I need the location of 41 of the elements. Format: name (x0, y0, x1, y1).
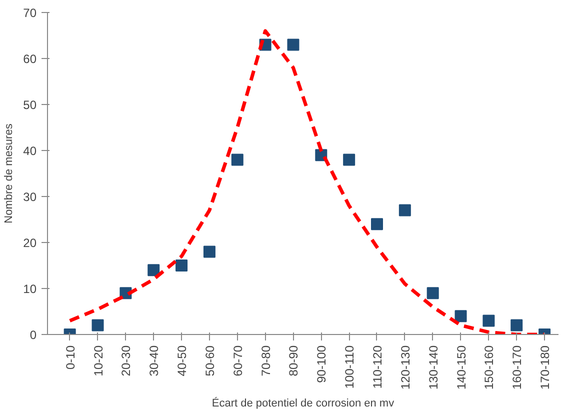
point (148, 264, 160, 276)
x-tick-label: 30-40 (147, 345, 162, 376)
x-tick-label: 130-140 (426, 345, 440, 390)
x-tick-label: 70-80 (258, 345, 273, 376)
y-tick-label: 0 (30, 328, 37, 342)
x-tick-label: 0-10 (63, 345, 78, 370)
x-tick-label: 90-100 (314, 345, 329, 383)
y-tick-label: 40 (23, 144, 37, 158)
point (176, 260, 188, 272)
y-tick-label: 60 (23, 52, 37, 66)
point (482, 314, 495, 327)
x-tick-label: 80-90 (286, 345, 301, 376)
x-tick-label: 110-120 (370, 345, 384, 389)
point (510, 319, 523, 332)
x-tick-label: 10-20 (91, 345, 106, 376)
point (231, 154, 244, 166)
y-tick-label: 20 (23, 236, 37, 250)
x-tick-label: 170-180 (538, 345, 552, 390)
x-axis-title: Écart de potentiel de corrosion en mv (212, 396, 395, 410)
point (92, 319, 104, 332)
x-tick-label: 150-160 (482, 345, 496, 390)
x-tick-label: 20-30 (119, 345, 134, 376)
y-tick-label: 30 (23, 190, 37, 204)
x-tick-label: 50-60 (202, 345, 217, 376)
x-tick-label: 160-170 (510, 345, 524, 390)
point (203, 246, 216, 258)
x-tick-label: 120-130 (398, 345, 412, 390)
y-axis-title: Nombre de mesures (3, 123, 16, 224)
point (454, 310, 467, 322)
point (343, 154, 356, 166)
point (398, 204, 411, 216)
y-tick-label: 70 (23, 6, 37, 20)
x-tick-label: 140-150 (454, 345, 468, 390)
y-tick-label: 50 (23, 98, 37, 112)
x-tick-label: 40-50 (175, 345, 190, 376)
y-tick-label: 10 (23, 282, 37, 296)
x-tick-label: 60-70 (230, 345, 245, 376)
point (287, 38, 300, 51)
x-tick-label: 100-110 (342, 345, 357, 389)
point (426, 287, 439, 300)
point (370, 218, 383, 230)
